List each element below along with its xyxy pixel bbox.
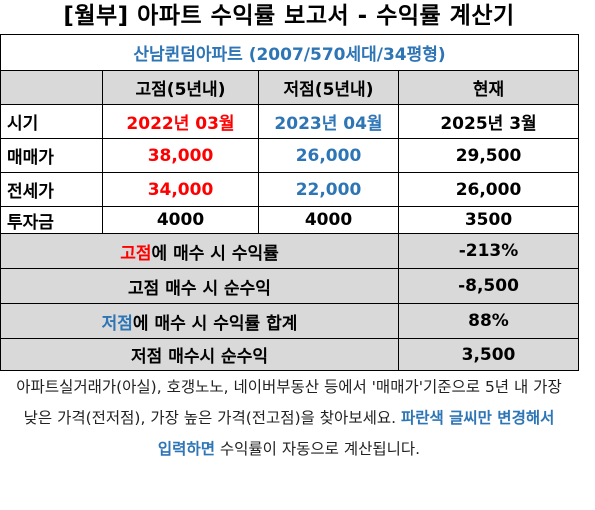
summary-high-return: 고점에 매수 시 수익률 -213% (0, 233, 579, 269)
high-cell[interactable]: 38,000 (102, 138, 259, 173)
summary-label-text: 저점 매수시 순수익 (131, 347, 268, 367)
summary-label-text: 에 매수 시 수익률 합계 (132, 313, 298, 334)
summary-value: 3,500 (398, 338, 579, 371)
low-cell: 4000 (258, 206, 399, 234)
summary-low-return: 저점에 매수 시 수익률 합계 88% (0, 303, 579, 339)
summary-label-colored: 고점 (120, 243, 152, 264)
summary-value: 88% (398, 303, 579, 339)
now-cell[interactable]: 2025년 3월 (398, 104, 579, 139)
summary-value: -213% (398, 233, 579, 269)
summary-value: -8,500 (398, 268, 579, 304)
apartment-subtitle[interactable]: 산남퀸덤아파트 (2007/570세대/34평형) (0, 34, 579, 71)
summary-label: 저점 매수시 순수익 (0, 338, 399, 371)
summary-label-text: 고점 매수 시 순수익 (128, 278, 271, 299)
now-cell[interactable]: 29,500 (398, 138, 579, 173)
row-period: 시기 2022년 03월 2023년 04월 2025년 3월 (0, 104, 579, 139)
summary-label-colored: 저점 (101, 313, 133, 334)
header-empty (0, 70, 103, 105)
summary-label-text: 에 매수 시 수익률 (151, 243, 279, 264)
summary-low-profit: 저점 매수시 순수익 3,500 (0, 338, 579, 371)
low-cell[interactable]: 26,000 (258, 138, 399, 173)
now-cell[interactable]: 26,000 (398, 172, 579, 207)
header-high: 고점(5년내) (102, 70, 259, 105)
header-now: 현재 (398, 70, 579, 105)
row-sale-price: 매매가 38,000 26,000 29,500 (0, 138, 579, 173)
summary-label: 저점에 매수 시 수익률 합계 (0, 303, 399, 339)
note-text-end: 수익률이 자동으로 계산됩니다. (214, 440, 421, 458)
report-title: [월부] 아파트 수익률 보고서 - 수익률 계산기 (63, 3, 515, 29)
header-low: 저점(5년내) (258, 70, 399, 105)
note-highlight: 파란색 글씨만 변경해서 입력하면 (157, 409, 555, 458)
row-label: 시기 (0, 104, 103, 139)
row-investment: 투자금 4000 4000 3500 (0, 206, 579, 234)
summary-high-profit: 고점 매수 시 순수익 -8,500 (0, 268, 579, 304)
row-label: 매매가 (0, 138, 103, 173)
calc-table: 산남퀸덤아파트 (2007/570세대/34평형) 고점(5년내) 저점(5년내… (0, 34, 579, 371)
high-cell[interactable]: 34,000 (102, 172, 259, 207)
note-text: 아파트실거래가(아실), 호갱노노, 네이버부동산 등에서 '매매가'기준으로 … (16, 378, 562, 427)
summary-label: 고점 매수 시 순수익 (0, 268, 399, 304)
row-label: 투자금 (0, 206, 103, 234)
summary-label: 고점에 매수 시 수익률 (0, 233, 399, 269)
low-cell[interactable]: 22,000 (258, 172, 399, 207)
high-cell[interactable]: 2022년 03월 (102, 104, 259, 139)
row-label: 전세가 (0, 172, 103, 207)
now-cell: 3500 (398, 206, 579, 234)
row-jeonse-price: 전세가 34,000 22,000 26,000 (0, 172, 579, 207)
instruction-note: 아파트실거래가(아실), 호갱노노, 네이버부동산 등에서 '매매가'기준으로 … (0, 372, 578, 465)
low-cell[interactable]: 2023년 04월 (258, 104, 399, 139)
high-cell: 4000 (102, 206, 259, 234)
